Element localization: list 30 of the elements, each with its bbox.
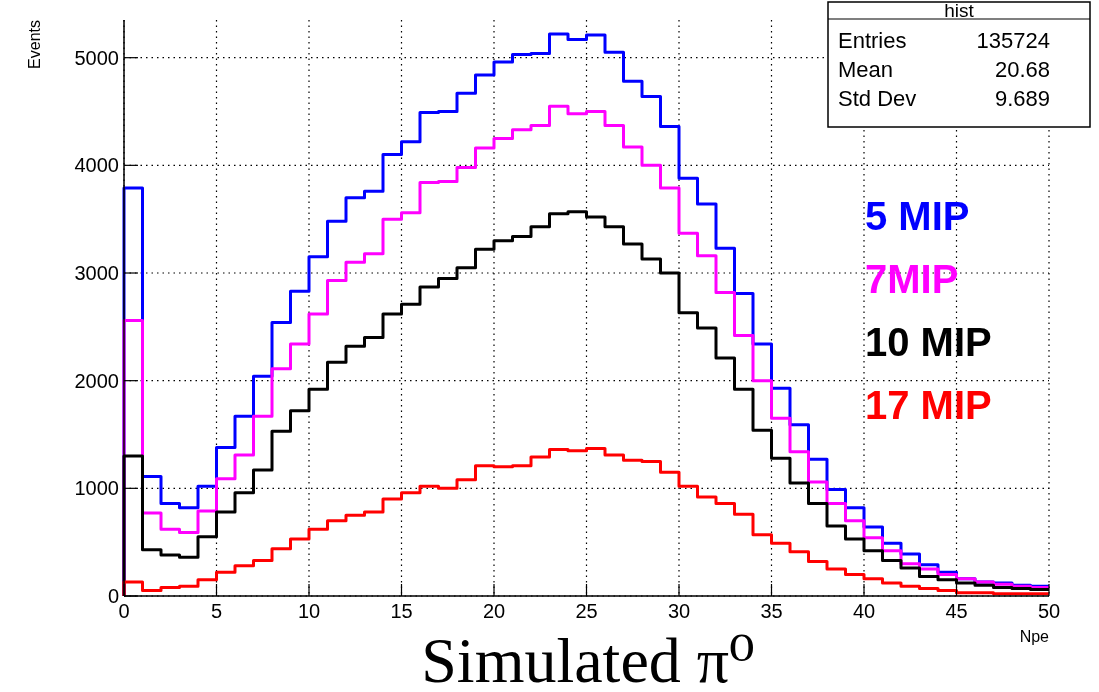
x-tick-label: 20 [482,600,506,622]
annotation: 9.689 [994,86,1050,111]
annotation: Std Dev [838,86,917,111]
annotation: 20.68 [994,57,1050,82]
x-tick-label: 5 [210,600,223,622]
y-tick-label: 4000 [74,154,119,177]
x-tick-label: 35 [760,600,783,622]
x-tick-label: 30 [667,600,691,622]
y-axis-title: Events [26,20,43,69]
text: 7MIP [865,257,959,301]
y-tick-label: 1000 [74,477,119,500]
y-tick-label: 5000 [74,46,119,69]
y-tick-label: 0 [107,585,119,607]
x-axis-title: Npe [1019,628,1050,645]
x-tick-label: 10 [297,600,321,622]
text: 10 MIP [865,320,992,364]
annotation: Mean [838,57,894,82]
x-tick-label: 40 [852,600,876,622]
x-tick-label: 45 [945,600,968,622]
annotation: Entries [838,28,907,53]
text: 17 MIP [865,383,992,427]
annotation: 135724 [976,28,1050,53]
text: 5 MIP [865,194,970,238]
x-tick-label: 25 [575,600,598,622]
x-tick-label: 15 [390,600,413,622]
y-tick-label: 2000 [74,369,119,392]
annotation: hist [944,0,975,21]
text: Simulated π⁰ [421,625,755,692]
y-tick-label: 3000 [74,262,119,285]
x-tick-label: 50 [1037,600,1061,622]
